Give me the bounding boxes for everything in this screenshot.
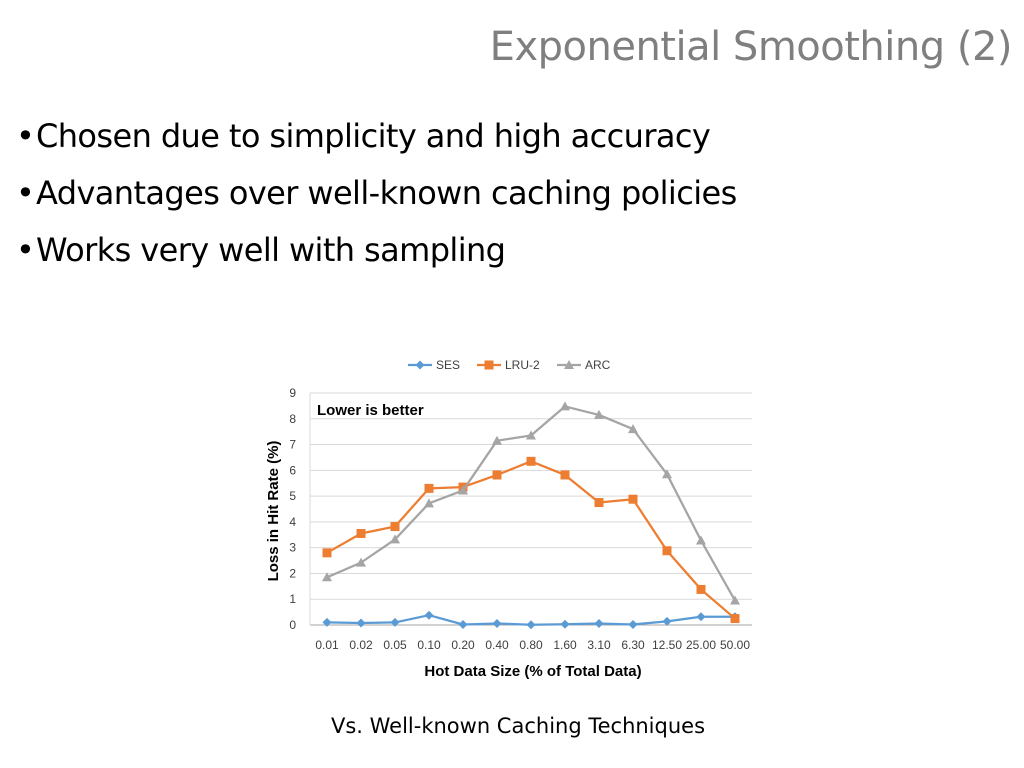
x-tick-label: 0.02 bbox=[349, 638, 373, 652]
bullet-dot: • bbox=[16, 231, 35, 269]
y-axis-title: Loss in Hit Rate (%) bbox=[265, 441, 282, 582]
series-arc bbox=[322, 401, 740, 605]
data-point-diamond bbox=[390, 617, 400, 627]
bullet-text: Works very well with sampling bbox=[36, 231, 506, 269]
data-point-triangle bbox=[594, 409, 604, 419]
data-point-triangle bbox=[492, 435, 502, 445]
bullet-item: •Advantages over well-known caching poli… bbox=[16, 165, 737, 222]
chart-annotation: Lower is better bbox=[317, 402, 424, 419]
bullet-item: •Works very well with sampling bbox=[16, 222, 737, 279]
x-tick-label: 1.60 bbox=[553, 638, 577, 652]
data-point-diamond bbox=[458, 619, 468, 629]
series-group bbox=[322, 401, 740, 630]
bullet-item: •Chosen due to simplicity and high accur… bbox=[16, 108, 737, 165]
x-tick-label: 0.80 bbox=[519, 638, 543, 652]
y-tick-label: 6 bbox=[289, 463, 296, 477]
data-point-diamond bbox=[662, 616, 672, 626]
series-lru-2 bbox=[322, 456, 740, 624]
x-axis-ticks: 0.01 0.02 0.05 0.10 0.20 0.40 0.80 1.60 3.10 6.30… bbox=[315, 638, 750, 652]
x-tick-label: 0.05 bbox=[383, 638, 407, 652]
data-point-diamond bbox=[594, 618, 604, 628]
series-line bbox=[326, 460, 736, 620]
x-tick-label: 3.10 bbox=[587, 638, 611, 652]
slide-title: Exponential Smoothing (2) bbox=[489, 24, 1013, 70]
data-point-square bbox=[594, 498, 604, 508]
y-tick-label: 3 bbox=[289, 541, 296, 555]
data-point-diamond bbox=[356, 618, 366, 628]
data-point-triangle bbox=[458, 485, 468, 495]
y-tick-label: 0 bbox=[289, 618, 296, 632]
data-point-diamond bbox=[492, 618, 502, 628]
data-point-diamond bbox=[424, 610, 434, 620]
bullet-dot: • bbox=[16, 174, 35, 212]
data-point-square bbox=[424, 483, 434, 493]
x-tick-label: 0.20 bbox=[451, 638, 475, 652]
data-point-diamond bbox=[560, 619, 570, 629]
data-point-triangle bbox=[662, 469, 672, 479]
data-point-diamond bbox=[628, 619, 638, 629]
x-tick-label: 12.50 bbox=[652, 638, 682, 652]
data-point-triangle bbox=[560, 401, 570, 411]
data-point-triangle bbox=[424, 498, 434, 508]
x-tick-label: 0.10 bbox=[417, 638, 441, 652]
slide-caption: Vs. Well-known Caching Techniques bbox=[330, 714, 706, 738]
data-point-square bbox=[560, 470, 570, 480]
data-point-triangle bbox=[564, 360, 574, 369]
legend-item: SES bbox=[408, 358, 460, 372]
data-point-square bbox=[696, 584, 706, 594]
x-tick-label: 0.01 bbox=[315, 638, 339, 652]
bullet-list: •Chosen due to simplicity and high accur… bbox=[16, 108, 737, 279]
data-point-square bbox=[492, 470, 502, 480]
bullet-text: Advantages over well-known caching polic… bbox=[36, 174, 737, 212]
data-point-square bbox=[662, 546, 672, 556]
data-point-diamond bbox=[322, 617, 332, 627]
data-point-triangle bbox=[526, 430, 536, 440]
data-point-square bbox=[356, 528, 366, 538]
data-point-square bbox=[526, 456, 536, 466]
y-tick-label: 8 bbox=[289, 412, 296, 426]
data-point-square bbox=[730, 614, 740, 624]
legend-label: ARC bbox=[585, 358, 611, 372]
data-point-triangle bbox=[356, 557, 366, 567]
data-point-square bbox=[484, 360, 494, 370]
x-tick-label: 50.00 bbox=[720, 638, 750, 652]
x-tick-label: 0.40 bbox=[485, 638, 509, 652]
data-point-triangle bbox=[696, 535, 706, 545]
legend-label: SES bbox=[436, 358, 460, 372]
legend-label: LRU-2 bbox=[505, 358, 540, 372]
y-tick-label: 5 bbox=[289, 489, 296, 503]
series-ses bbox=[322, 610, 740, 630]
y-tick-label: 1 bbox=[289, 592, 296, 606]
x-axis-title: Hot Data Size (% of Total Data) bbox=[424, 663, 641, 680]
legend-item: LRU-2 bbox=[477, 358, 540, 372]
x-tick-label: 6.30 bbox=[621, 638, 645, 652]
data-point-square bbox=[628, 494, 638, 504]
bullet-text: Chosen due to simplicity and high accura… bbox=[36, 117, 711, 155]
data-point-triangle bbox=[322, 572, 332, 582]
y-tick-label: 2 bbox=[289, 566, 296, 580]
y-tick-label: 4 bbox=[289, 515, 296, 529]
data-point-square bbox=[322, 548, 332, 558]
legend-item: ARC bbox=[557, 358, 611, 372]
data-point-triangle bbox=[628, 424, 638, 434]
data-point-diamond bbox=[415, 360, 425, 370]
x-tick-label: 25.00 bbox=[686, 638, 716, 652]
data-point-triangle bbox=[730, 595, 740, 605]
data-point-diamond bbox=[696, 612, 706, 622]
y-tick-label: 9 bbox=[289, 386, 296, 400]
data-point-diamond bbox=[526, 620, 536, 630]
bullet-dot: • bbox=[16, 117, 35, 155]
legend: SES LRU-2 ARC bbox=[408, 358, 611, 372]
data-point-square bbox=[390, 522, 400, 532]
y-tick-label: 7 bbox=[289, 438, 296, 452]
data-point-triangle bbox=[390, 534, 400, 544]
y-axis-ticks: 0 1 2 3 4 5 6 7 8 9 bbox=[289, 386, 296, 632]
